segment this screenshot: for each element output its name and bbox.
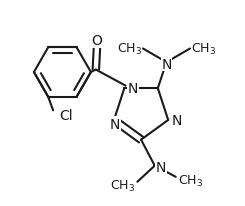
Text: O: O — [92, 34, 102, 48]
Text: N: N — [172, 114, 182, 128]
Text: CH$_3$: CH$_3$ — [117, 41, 142, 56]
Text: CH$_3$: CH$_3$ — [110, 178, 135, 193]
Text: Cl: Cl — [59, 108, 73, 122]
Text: N: N — [161, 57, 172, 71]
Text: N: N — [128, 82, 138, 96]
Text: N: N — [156, 160, 166, 174]
Text: CH$_3$: CH$_3$ — [178, 173, 203, 188]
Text: N: N — [110, 117, 120, 131]
Text: CH$_3$: CH$_3$ — [191, 41, 216, 56]
